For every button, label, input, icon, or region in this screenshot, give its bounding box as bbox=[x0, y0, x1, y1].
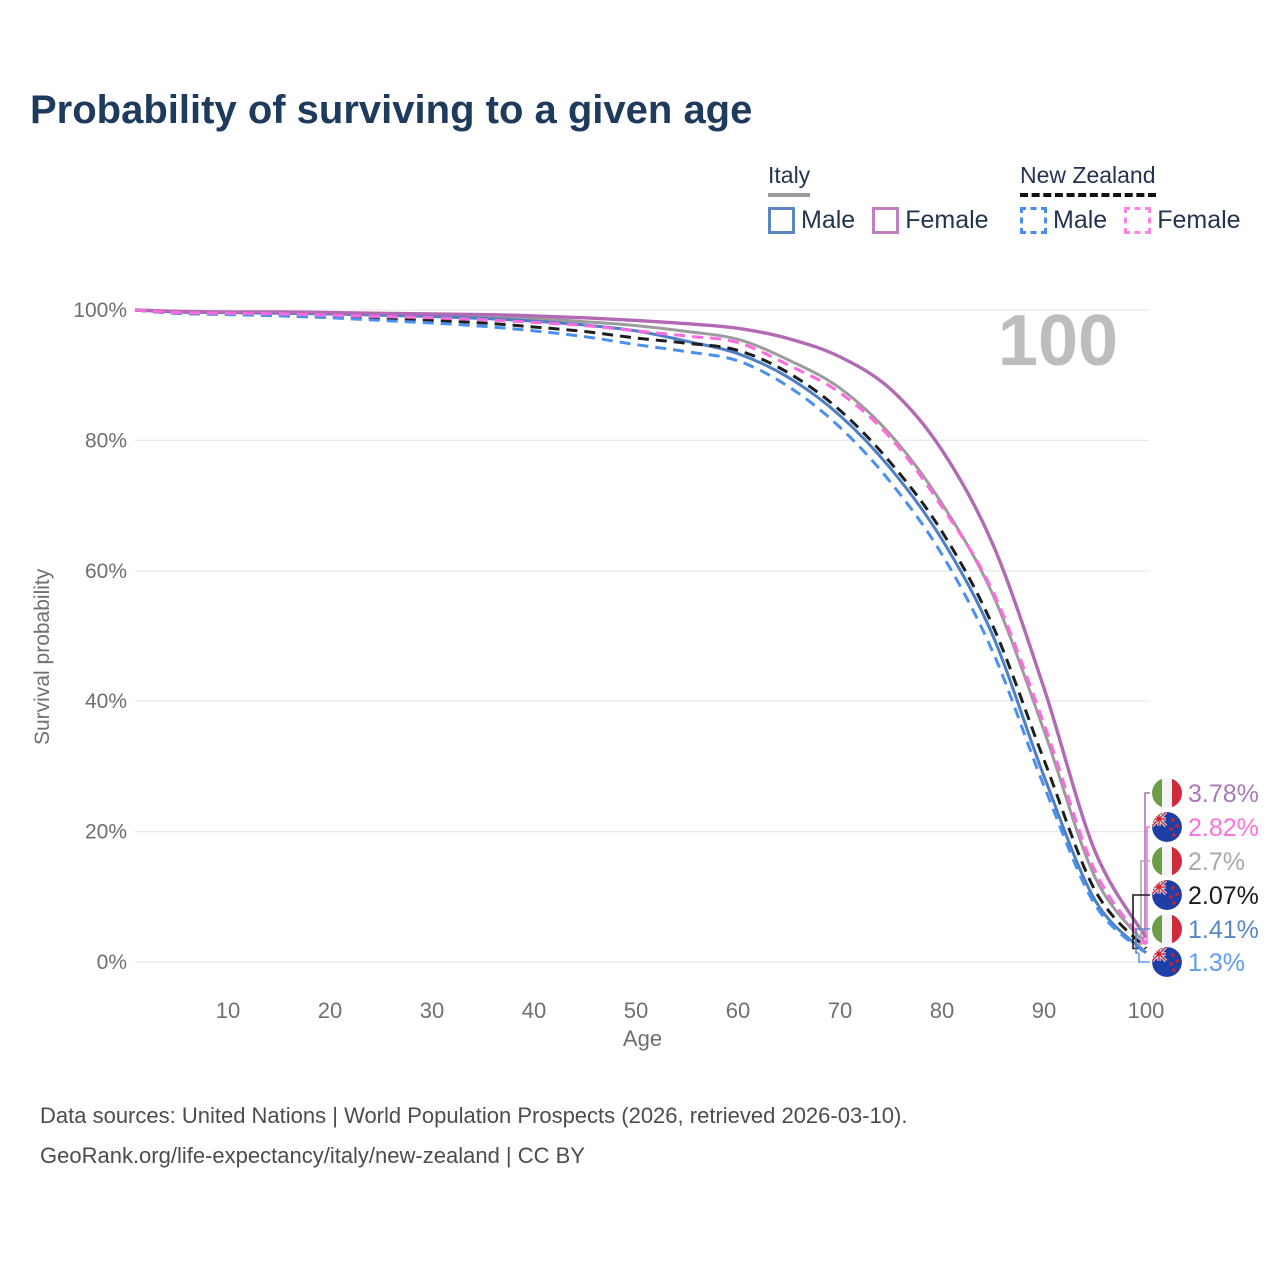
end-label-value-new-zealand-male: 1.3% bbox=[1188, 949, 1245, 977]
legend-country-new-zealand[interactable]: New Zealand bbox=[1020, 162, 1156, 197]
y-tick-label-100: 100% bbox=[73, 299, 127, 322]
curve-new-zealand-both[interactable] bbox=[134, 308, 1148, 950]
legend-group-italy: Italy Male Female bbox=[768, 162, 1006, 235]
y-tick-label-0: 0% bbox=[97, 951, 127, 974]
legend-item-new-zealand-male[interactable]: Male bbox=[1020, 206, 1107, 235]
italy-flag-icon bbox=[1152, 914, 1182, 944]
legend-country-italy[interactable]: Italy bbox=[768, 162, 811, 197]
x-tick-label-80: 80 bbox=[930, 998, 954, 1023]
x-tick-label-60: 60 bbox=[726, 998, 750, 1023]
end-label-value-new-zealand-female: 2.82% bbox=[1188, 814, 1259, 842]
end-label-connector-italy-female bbox=[1138, 792, 1150, 939]
x-tick-label-100: 100 bbox=[1128, 998, 1165, 1023]
legend-label-new-zealand-female: Female bbox=[1157, 206, 1241, 234]
y-tick-label-60: 60% bbox=[85, 560, 127, 583]
x-tick-label-90: 90 bbox=[1032, 998, 1056, 1023]
end-label-connector-new-zealand-male bbox=[1138, 952, 1150, 963]
x-tick-label-30: 30 bbox=[420, 998, 444, 1023]
italy-flag-icon bbox=[1152, 846, 1182, 876]
end-label-value-italy-both: 2.7% bbox=[1188, 848, 1245, 876]
new-zealand-flag-icon bbox=[1152, 812, 1182, 842]
end-label-new-zealand-both: 2.07% bbox=[1152, 880, 1259, 910]
end-label-connector-italy-male bbox=[1135, 928, 1150, 954]
new-zealand-female-swatch-icon bbox=[1124, 207, 1152, 234]
new-zealand-flag-icon bbox=[1152, 947, 1182, 977]
end-label-new-zealand-male: 1.3% bbox=[1152, 947, 1245, 977]
curve-italy-female[interactable] bbox=[134, 308, 1148, 939]
x-tick-label-20: 20 bbox=[318, 998, 342, 1023]
x-tick-label-50: 50 bbox=[624, 998, 648, 1023]
legend-row-new-zealand: Male Female bbox=[1020, 206, 1258, 235]
x-tick-label-40: 40 bbox=[522, 998, 546, 1023]
end-label-value-italy-male: 1.41% bbox=[1188, 916, 1259, 944]
y-tick-label-80: 80% bbox=[85, 429, 127, 452]
legend-row-italy: Male Female bbox=[768, 206, 1006, 235]
x-axis-title: Age bbox=[622, 1026, 663, 1051]
new-zealand-male-swatch-icon bbox=[1020, 207, 1047, 234]
italy-female-swatch-icon bbox=[872, 207, 900, 234]
legend-label-italy-male: Male bbox=[801, 206, 856, 234]
legend-label-new-zealand-male: Male bbox=[1053, 206, 1108, 234]
footer-attribution: GeoRank.org/life-expectancy/italy/new-ze… bbox=[40, 1143, 585, 1168]
new-zealand-flag-icon bbox=[1152, 880, 1182, 910]
footer-data-sources: Data sources: United Nations | World Pop… bbox=[40, 1103, 908, 1128]
end-label-new-zealand-female: 2.82% bbox=[1152, 812, 1259, 842]
legend-item-new-zealand-female[interactable]: Female bbox=[1124, 206, 1241, 235]
end-label-value-new-zealand-both: 2.07% bbox=[1188, 882, 1259, 910]
chart-title: Probability of surviving to a given age bbox=[30, 88, 753, 132]
end-label-italy-both: 2.7% bbox=[1152, 846, 1245, 876]
legend-label-italy-female: Female bbox=[905, 206, 989, 234]
end-label-value-italy-female: 3.78% bbox=[1188, 780, 1259, 808]
end-label-italy-male: 1.41% bbox=[1152, 914, 1259, 944]
italy-flag-icon bbox=[1152, 778, 1182, 808]
legend-group-new-zealand: New Zealand Male Female bbox=[1020, 162, 1258, 235]
curve-new-zealand-male[interactable] bbox=[134, 308, 1148, 955]
footer: Data sources: United Nations | World Pop… bbox=[40, 1096, 907, 1176]
x-tick-label-10: 10 bbox=[216, 998, 240, 1023]
y-tick-label-40: 40% bbox=[85, 690, 127, 713]
x-tick-label-70: 70 bbox=[828, 998, 852, 1023]
end-label-connector-italy-both bbox=[1138, 860, 1150, 946]
italy-male-swatch-icon bbox=[768, 207, 795, 234]
watermark-age: 100 bbox=[998, 301, 1118, 381]
curve-new-zealand-female[interactable] bbox=[134, 308, 1148, 945]
end-label-connector-new-zealand-female bbox=[1138, 826, 1150, 945]
legend-item-italy-female[interactable]: Female bbox=[872, 206, 989, 235]
end-label-italy-female: 3.78% bbox=[1152, 778, 1259, 808]
y-tick-label-20: 20% bbox=[85, 821, 127, 844]
legend-item-italy-male[interactable]: Male bbox=[768, 206, 855, 235]
